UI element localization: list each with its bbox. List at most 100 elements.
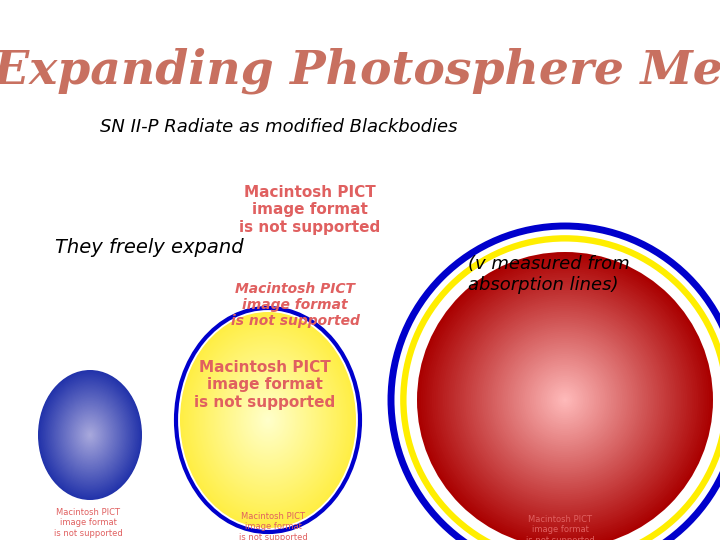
Ellipse shape (531, 367, 598, 433)
Ellipse shape (251, 400, 284, 440)
Ellipse shape (248, 396, 288, 444)
Ellipse shape (56, 393, 124, 477)
Ellipse shape (469, 304, 661, 496)
Ellipse shape (61, 399, 119, 471)
Ellipse shape (55, 391, 125, 479)
Ellipse shape (546, 381, 583, 418)
Ellipse shape (437, 272, 693, 528)
Text: They freely expand: They freely expand (55, 238, 243, 257)
Ellipse shape (89, 434, 91, 437)
Ellipse shape (240, 386, 295, 454)
Ellipse shape (67, 407, 113, 463)
Ellipse shape (485, 320, 644, 480)
Ellipse shape (181, 313, 355, 526)
Ellipse shape (63, 401, 117, 469)
Ellipse shape (524, 359, 606, 441)
Ellipse shape (263, 413, 274, 427)
Ellipse shape (243, 389, 293, 451)
Ellipse shape (238, 383, 297, 456)
Ellipse shape (267, 418, 269, 421)
Ellipse shape (66, 404, 114, 466)
Ellipse shape (71, 411, 109, 458)
Ellipse shape (41, 374, 139, 496)
Ellipse shape (259, 409, 276, 431)
Text: Macintosh PICT
image format
is not supported: Macintosh PICT image format is not suppo… (526, 515, 595, 540)
Ellipse shape (73, 414, 107, 456)
Text: (v measured from
absorption lines): (v measured from absorption lines) (468, 255, 629, 294)
Ellipse shape (80, 423, 100, 447)
Ellipse shape (471, 306, 660, 494)
Ellipse shape (559, 394, 570, 406)
Ellipse shape (265, 416, 271, 424)
Ellipse shape (541, 376, 589, 424)
Ellipse shape (89, 434, 91, 436)
Ellipse shape (184, 318, 351, 523)
Ellipse shape (458, 293, 672, 507)
Ellipse shape (452, 287, 678, 513)
Ellipse shape (192, 327, 344, 513)
Ellipse shape (563, 398, 567, 402)
Ellipse shape (478, 313, 652, 487)
Ellipse shape (251, 399, 286, 442)
Ellipse shape (38, 370, 142, 500)
Ellipse shape (51, 386, 129, 484)
Ellipse shape (497, 332, 634, 468)
Ellipse shape (84, 427, 96, 443)
Ellipse shape (79, 421, 101, 449)
Ellipse shape (504, 339, 626, 461)
Ellipse shape (46, 380, 134, 490)
Ellipse shape (73, 413, 107, 457)
Ellipse shape (515, 350, 615, 450)
Ellipse shape (264, 415, 272, 426)
Ellipse shape (58, 394, 122, 476)
Ellipse shape (423, 258, 708, 540)
Ellipse shape (491, 326, 639, 474)
Ellipse shape (215, 355, 321, 485)
Ellipse shape (253, 402, 282, 437)
Ellipse shape (210, 348, 326, 491)
Ellipse shape (193, 328, 343, 512)
Ellipse shape (182, 315, 354, 525)
Ellipse shape (65, 403, 115, 467)
Ellipse shape (71, 410, 109, 460)
Text: Macintosh PICT
image format
is not supported: Macintosh PICT image format is not suppo… (53, 508, 122, 538)
Ellipse shape (249, 397, 287, 443)
Ellipse shape (74, 415, 106, 455)
Ellipse shape (467, 302, 663, 498)
Ellipse shape (255, 404, 282, 436)
Ellipse shape (64, 402, 116, 468)
Ellipse shape (498, 333, 631, 467)
Text: Macintosh PICT
image format
is not supported: Macintosh PICT image format is not suppo… (230, 282, 359, 328)
Ellipse shape (228, 370, 309, 470)
Ellipse shape (191, 326, 345, 515)
Ellipse shape (230, 373, 307, 467)
Ellipse shape (207, 346, 328, 494)
Ellipse shape (49, 384, 131, 486)
Ellipse shape (436, 271, 695, 530)
Ellipse shape (184, 316, 353, 524)
Ellipse shape (86, 430, 94, 440)
Ellipse shape (523, 357, 608, 443)
Ellipse shape (48, 383, 132, 487)
Ellipse shape (432, 267, 698, 533)
Ellipse shape (513, 348, 617, 452)
Ellipse shape (495, 330, 635, 470)
Ellipse shape (204, 342, 332, 498)
Ellipse shape (234, 378, 302, 462)
Ellipse shape (194, 329, 342, 510)
Ellipse shape (237, 382, 299, 458)
Ellipse shape (205, 343, 330, 497)
Ellipse shape (42, 375, 138, 495)
Ellipse shape (60, 397, 120, 473)
Ellipse shape (439, 274, 690, 526)
Ellipse shape (484, 319, 647, 481)
Ellipse shape (420, 256, 709, 540)
Ellipse shape (247, 394, 289, 446)
Ellipse shape (256, 405, 280, 435)
Ellipse shape (556, 391, 575, 409)
Ellipse shape (209, 347, 328, 493)
Ellipse shape (534, 368, 596, 431)
Ellipse shape (218, 359, 318, 481)
Ellipse shape (180, 312, 356, 528)
Ellipse shape (462, 296, 669, 504)
